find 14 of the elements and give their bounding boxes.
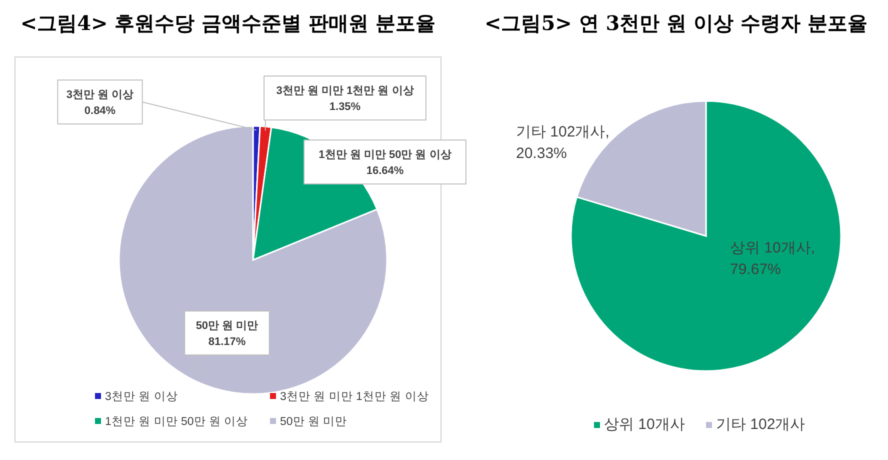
legend-label: 상위 10개사 <box>604 416 685 433</box>
chart-title: <그림4> 후원수당 금액수준별 판매원 분포율 <box>20 11 436 35</box>
chart-title: <그림5> 연 3천만 원 이상 수령자 분포율 <box>484 11 868 35</box>
data-label: 3천만 원 미만 1천만 원 이상 1.35% <box>276 84 414 113</box>
legend-label: 기타 102개사 <box>716 416 806 433</box>
data-label: 상위 10개사, 79.67% <box>730 239 816 278</box>
legend-label: 50만 원 미만 <box>280 416 348 428</box>
data-label: 1천만 원 미만 50만 원 이상 16.64% <box>318 148 452 177</box>
legend-label: 3천만 원 이상 <box>105 391 178 403</box>
data-label: 3천만 원 이상 0.84% <box>66 88 134 117</box>
legend-label: 1천만 원 미만 50만 원 이상 <box>105 416 248 428</box>
data-label: 50만 원 미만 81.17% <box>196 320 258 348</box>
legend-label: 3천만 원 미만 1천만 원 이상 <box>280 391 429 403</box>
data-label: 기타 102개사, 20.33% <box>516 123 610 162</box>
